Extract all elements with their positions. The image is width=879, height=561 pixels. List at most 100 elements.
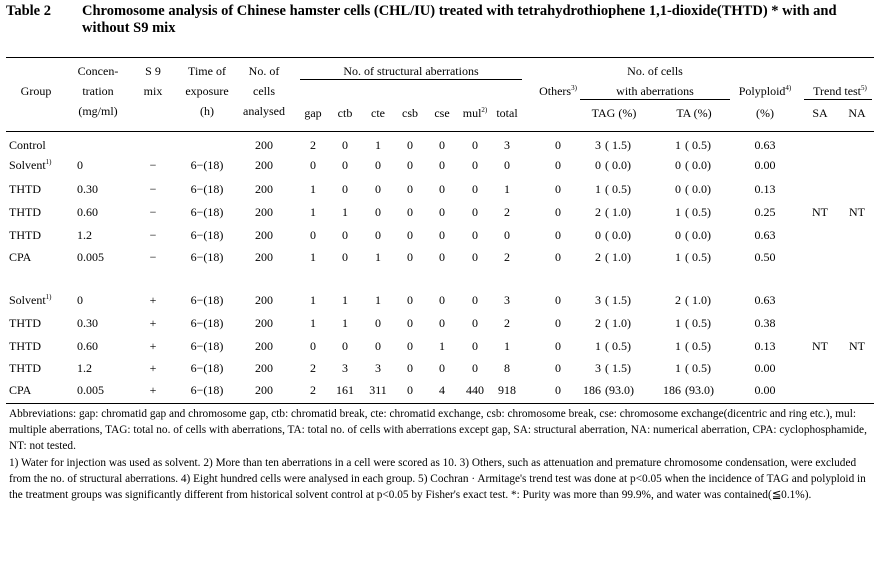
cell-gap: 2 bbox=[310, 383, 316, 397]
cell-time: 6−(18) bbox=[190, 316, 224, 330]
header-with-2: with aberrations bbox=[616, 84, 694, 98]
cell-s9: + bbox=[149, 383, 157, 397]
cell-ta-p: ( 0.5) bbox=[685, 339, 711, 353]
cell-mul: 0 bbox=[472, 182, 478, 196]
cell-others: 0 bbox=[555, 339, 561, 353]
cell-conc: 1.2 bbox=[77, 361, 92, 375]
cell-conc: 0.30 bbox=[77, 182, 98, 196]
cell-total: 1 bbox=[504, 339, 510, 353]
cell-ctb: 1 bbox=[342, 293, 348, 307]
cell-time: 6−(18) bbox=[190, 158, 224, 172]
cell-ta-n: 0 bbox=[675, 228, 681, 242]
header-gap: gap bbox=[304, 106, 322, 120]
trend-underline bbox=[804, 99, 872, 100]
cell-gap: 0 bbox=[310, 158, 316, 172]
cell-mul: 0 bbox=[472, 293, 478, 307]
cell-poly: 0.50 bbox=[754, 250, 776, 264]
cell-cte: 0 bbox=[375, 228, 381, 242]
cell-tag-n: 186 bbox=[583, 383, 601, 397]
cell-tag-p: ( 1.0) bbox=[605, 316, 631, 330]
cell-ta-n: 1 bbox=[675, 250, 681, 264]
cell-na: NT bbox=[849, 339, 865, 353]
cell-s9: + bbox=[149, 316, 157, 330]
cell-cte: 0 bbox=[375, 182, 381, 196]
cell-tag-p: ( 1.0) bbox=[605, 205, 631, 219]
cell-mul: 0 bbox=[472, 158, 478, 172]
cell-ta-p: ( 0.0) bbox=[685, 228, 711, 242]
header-trend-sa: SA bbox=[812, 106, 828, 120]
cell-ctb: 0 bbox=[342, 250, 348, 264]
cell-others: 0 bbox=[555, 205, 561, 219]
cell-others: 0 bbox=[555, 293, 561, 307]
cell-ta-n: 1 bbox=[675, 138, 681, 152]
cell-gap: 1 bbox=[310, 205, 316, 219]
cell-total: 918 bbox=[498, 383, 516, 397]
cell-tag-p: ( 1.5) bbox=[605, 293, 631, 307]
cell-cse: 0 bbox=[439, 158, 445, 172]
cell-conc: 0.60 bbox=[77, 339, 98, 353]
cell-others: 0 bbox=[555, 138, 561, 152]
cell-gap: 0 bbox=[310, 228, 316, 242]
header-total: total bbox=[496, 106, 518, 120]
cell-csb: 0 bbox=[407, 316, 413, 330]
cell-cse: 0 bbox=[439, 293, 445, 307]
row-group: THTD bbox=[9, 182, 41, 196]
header-conc-2: tration bbox=[82, 84, 114, 98]
cell-cte: 1 bbox=[375, 138, 381, 152]
cell-ta-p: ( 0.5) bbox=[685, 205, 711, 219]
cell-ta-n: 1 bbox=[675, 339, 681, 353]
cell-tag-p: (93.0) bbox=[605, 383, 634, 397]
cell-ta-p: ( 1.0) bbox=[685, 293, 711, 307]
cell-time: 6−(18) bbox=[190, 293, 224, 307]
cell-tag-p: ( 1.5) bbox=[605, 361, 631, 375]
cell-csb: 0 bbox=[407, 182, 413, 196]
cell-others: 0 bbox=[555, 228, 561, 242]
cell-conc: 0.005 bbox=[77, 383, 104, 397]
cell-poly: 0.00 bbox=[754, 383, 776, 397]
cell-conc: 0.005 bbox=[77, 250, 104, 264]
cell-s9: + bbox=[149, 339, 157, 353]
cell-cse: 0 bbox=[439, 316, 445, 330]
bottom-rule bbox=[6, 403, 874, 404]
cell-poly: 0.38 bbox=[754, 316, 776, 330]
cell-ta-p: ( 0.5) bbox=[685, 361, 711, 375]
row-group: Solvent1) bbox=[9, 158, 52, 172]
cell-cte: 1 bbox=[375, 293, 381, 307]
cell-gap: 0 bbox=[310, 339, 316, 353]
cell-poly: 0.13 bbox=[754, 182, 776, 196]
cell-total: 0 bbox=[504, 158, 510, 172]
row-group: Control bbox=[9, 138, 46, 152]
cell-ctb: 0 bbox=[342, 158, 348, 172]
header-polyploid: Polyploid4) bbox=[738, 84, 792, 98]
cell-ctb: 161 bbox=[336, 383, 354, 397]
row-group: THTD bbox=[9, 228, 41, 242]
cell-ta-p: ( 0.5) bbox=[685, 250, 711, 264]
cell-ctb: 0 bbox=[342, 339, 348, 353]
cell-others: 0 bbox=[555, 361, 561, 375]
cell-gap: 1 bbox=[310, 250, 316, 264]
cell-mul: 0 bbox=[472, 316, 478, 330]
cell-conc: 0 bbox=[77, 293, 83, 307]
cell-cte: 3 bbox=[375, 361, 381, 375]
cell-others: 0 bbox=[555, 383, 561, 397]
cell-time: 6−(18) bbox=[190, 339, 224, 353]
cell-cells: 200 bbox=[255, 228, 273, 242]
header-with-1: No. of cells bbox=[627, 64, 683, 78]
cell-mul: 440 bbox=[466, 383, 484, 397]
cell-tag-p: ( 1.0) bbox=[605, 250, 631, 264]
cell-cte: 0 bbox=[375, 205, 381, 219]
cell-others: 0 bbox=[555, 250, 561, 264]
cell-tag-n: 3 bbox=[595, 361, 601, 375]
cell-cse: 0 bbox=[439, 182, 445, 196]
cell-ta-n: 1 bbox=[675, 316, 681, 330]
header-polyploid-unit: (%) bbox=[756, 106, 774, 120]
cell-tag-n: 2 bbox=[595, 205, 601, 219]
cell-ta-n: 0 bbox=[675, 158, 681, 172]
cell-others: 0 bbox=[555, 316, 561, 330]
header-mul: mul2) bbox=[462, 106, 488, 120]
cell-ta-p: ( 0.0) bbox=[685, 158, 711, 172]
cell-s9: − bbox=[149, 158, 157, 172]
cell-csb: 0 bbox=[407, 138, 413, 152]
cell-csb: 0 bbox=[407, 228, 413, 242]
cell-mul: 0 bbox=[472, 250, 478, 264]
